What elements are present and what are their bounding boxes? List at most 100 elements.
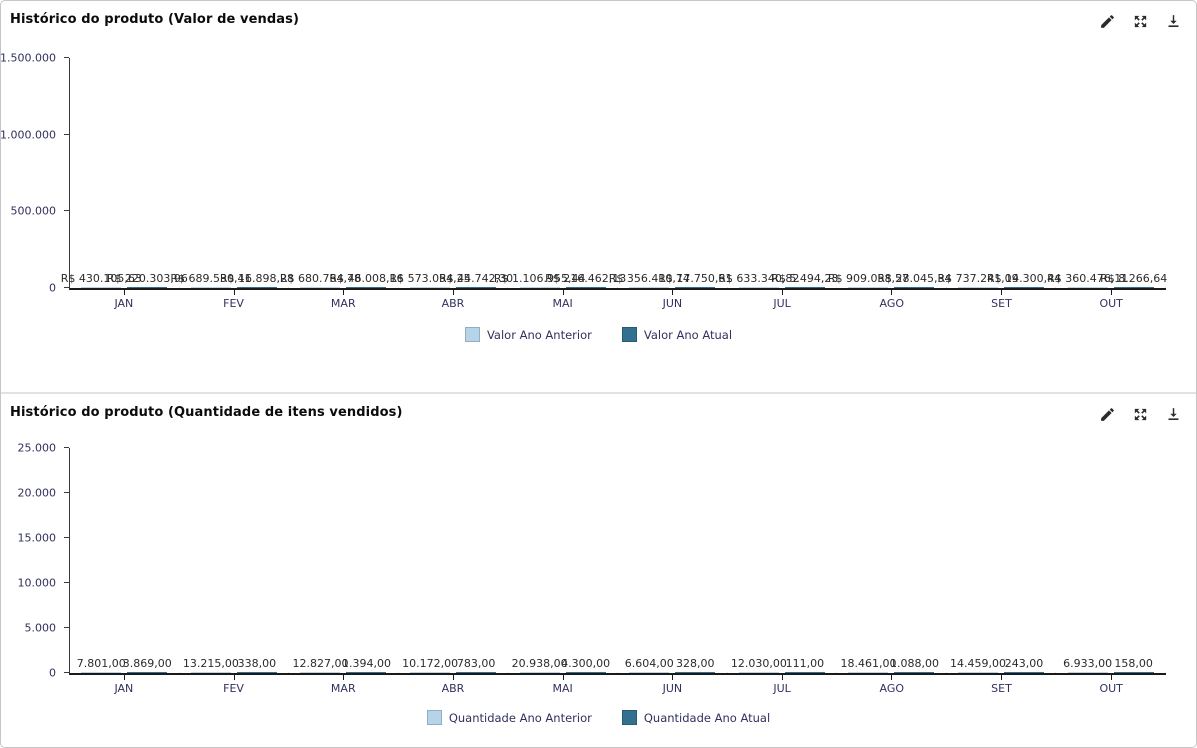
- y-axis: 0 5.000 10.000 15.000 20.000 25.000: [1, 442, 69, 680]
- bar-quantidade-ano-atual-fev[interactable]: 338,00: [236, 657, 277, 673]
- bar-valor-ano-anterior-abr[interactable]: R$ 573.054,25: [390, 272, 471, 288]
- category-band-abr: 10.172,00 783,00: [399, 657, 509, 680]
- edit-button[interactable]: [1099, 406, 1116, 423]
- download-button[interactable]: [1165, 406, 1182, 423]
- bar-quantidade-ano-anterior-set[interactable]: 14.459,00: [950, 657, 1006, 673]
- y-axis-tick-label: 5.000: [24, 621, 57, 635]
- panel-sales-value: Histórico do produto (Valor de vendas): [1, 1, 1196, 392]
- x-axis-label-jul: JUL: [773, 682, 791, 695]
- bar-value-label: 6.604,00: [624, 657, 674, 670]
- bar-value-label: 158,00: [1114, 657, 1153, 670]
- bar-valor-ano-anterior-out[interactable]: R$ 360.476,11: [1047, 272, 1128, 288]
- bar-quantidade-ano-anterior-ago[interactable]: 18.461,00: [840, 657, 896, 673]
- legend-item-valor-ano-atual[interactable]: Valor Ano Atual: [621, 327, 732, 342]
- edit-button[interactable]: [1099, 13, 1116, 30]
- maximize-button[interactable]: [1132, 406, 1149, 423]
- bar-valor-ano-atual-set[interactable]: R$ 14.300,44: [987, 272, 1061, 288]
- bar-quantidade-ano-atual-ago[interactable]: 1.088,00: [890, 657, 939, 673]
- bar-valor-ano-atual-ago[interactable]: R$ 28.045,34: [877, 272, 952, 288]
- legend-item-valor-ano-anterior[interactable]: Valor Ano Anterior: [464, 327, 592, 342]
- bar-value-label: R$ 44.742,30: [439, 272, 514, 285]
- panel-header: Histórico do produto (Quantidade de iten…: [1, 394, 1196, 440]
- x-axis-label-out: OUT: [1099, 682, 1123, 695]
- y-axis-tick-mark: [64, 672, 69, 673]
- bar-quantidade-ano-anterior-abr[interactable]: 10.172,00: [402, 657, 458, 673]
- bar-valor-ano-anterior-ago[interactable]: R$ 909.058,57: [828, 272, 909, 288]
- bar-value-label: R$ 220.303,96: [106, 272, 188, 285]
- maximize-icon: [1134, 15, 1147, 28]
- maximize-button[interactable]: [1132, 13, 1149, 30]
- y-axis-tick-label: 500.000: [10, 204, 57, 218]
- chart-title-sales-value: Histórico do produto (Valor de vendas): [10, 12, 300, 27]
- bar-valor-ano-atual-out[interactable]: R$ 8.266,64: [1100, 272, 1167, 288]
- bar-value-label: R$ 909.058,57: [827, 272, 910, 285]
- category-band-mar: 12.827,00 1.394,00: [289, 657, 399, 680]
- bar-valor-ano-atual-jul[interactable]: R$ 5.494,23: [771, 272, 838, 288]
- bar-value-label: 18.461,00: [840, 657, 897, 670]
- x-axis-label-out: OUT: [1099, 297, 1123, 310]
- category-band-jun: R$ 356.410,74 R$ 17.750,61: [609, 272, 732, 295]
- download-icon: [1168, 408, 1179, 421]
- chart-toolbar: [1099, 13, 1182, 30]
- bar-quantidade-ano-atual-mai[interactable]: 4.300,00: [561, 657, 610, 673]
- bar-valor-ano-atual-mar[interactable]: R$ 46.008,16: [329, 272, 404, 288]
- bar-quantidade-ano-atual-jan[interactable]: 3.869,00: [123, 657, 172, 673]
- bar-quantidade-ano-atual-abr[interactable]: 783,00: [456, 657, 497, 673]
- category-band-jan: R$ 430.105,63 R$ 220.303,96: [61, 272, 188, 295]
- bar-valor-ano-anterior-fev[interactable]: R$ 689.530,41: [170, 272, 251, 288]
- category-band-set: 14.459,00 243,00: [947, 657, 1057, 680]
- category-band-out: R$ 360.476,11 R$ 8.266,64: [1047, 272, 1167, 295]
- bar-valor-ano-anterior-mar[interactable]: R$ 680.764,78: [280, 272, 361, 288]
- download-button[interactable]: [1165, 13, 1182, 30]
- bar-quantidade-ano-atual-set[interactable]: 243,00: [1004, 657, 1045, 673]
- bar-value-label: 243,00: [1004, 657, 1044, 670]
- plot-area: 7.801,00 3.869,00 13.215,00 338,00 12.827,00…: [69, 448, 1166, 680]
- category-band-ago: 18.461,00 1.088,00: [837, 657, 947, 680]
- bar-valor-ano-anterior-mai[interactable]: R$ 1.106.955,44: [494, 272, 585, 288]
- legend-swatch: [464, 327, 480, 342]
- bar-value-label: 6.933,00: [1063, 657, 1113, 670]
- bar-valor-ano-atual-jun[interactable]: R$ 17.750,61: [658, 272, 732, 288]
- category-band-jul: R$ 633.340,82 R$ 5.494,23: [718, 272, 838, 295]
- y-axis: 0 500.000 1.000.000 1.500.000: [1, 52, 69, 295]
- bar-valor-ano-anterior-jan[interactable]: R$ 430.105,63: [61, 272, 142, 288]
- bar-valor-ano-atual-abr[interactable]: R$ 44.742,30: [439, 272, 513, 288]
- x-axis-label-jan: JAN: [114, 297, 134, 310]
- bar-value-label: R$ 1.106.955,44: [493, 272, 586, 285]
- legend-item-quantidade-ano-atual[interactable]: Quantidade Ano Atual: [621, 710, 770, 725]
- y-axis-tick-mark: [64, 133, 69, 135]
- bar-quantidade-ano-atual-out[interactable]: 158,00: [1113, 657, 1154, 673]
- bar-quantidade-ano-anterior-out[interactable]: 6.933,00: [1063, 657, 1112, 673]
- x-axis-label-fev: FEV: [223, 682, 244, 695]
- y-axis-tick-label: 1.500.000: [0, 51, 56, 65]
- x-axis-label-jul: JUL: [773, 297, 791, 310]
- bar-quantidade-ano-anterior-jan[interactable]: 7.801,00: [77, 657, 126, 673]
- bar-quantidade-ano-atual-jul[interactable]: 111,00: [784, 657, 825, 673]
- chart-toolbar: [1099, 406, 1182, 423]
- bar-quantidade-ano-atual-jun[interactable]: 328,00: [675, 657, 716, 673]
- bar-value-label: 7.801,00: [76, 657, 126, 670]
- bar-valor-ano-anterior-jun[interactable]: R$ 356.410,74: [609, 272, 690, 288]
- legend-item-quantidade-ano-anterior[interactable]: Quantidade Ano Anterior: [426, 710, 592, 725]
- bar-quantidade-ano-atual-mar[interactable]: 1.394,00: [342, 657, 391, 673]
- bar-valor-ano-atual-fev[interactable]: R$ 16.898,28: [220, 272, 294, 288]
- y-axis-tick-label: 20.000: [17, 486, 57, 500]
- bar-quantidade-ano-anterior-mai[interactable]: 20.938,00: [512, 657, 568, 673]
- bar-quantidade-ano-anterior-jun[interactable]: 6.604,00: [625, 657, 674, 673]
- category-band-fev: 13.215,00 338,00: [180, 657, 290, 680]
- bar-value-label: R$ 46.008,16: [329, 272, 404, 285]
- bar-quantidade-ano-anterior-fev[interactable]: 13.215,00: [183, 657, 239, 673]
- sales-value-chart: 0 500.000 1.000.000 1.500.000 R$ 430.105,63…: [1, 52, 1196, 295]
- bar-valor-ano-anterior-jul[interactable]: R$ 633.340,82: [718, 272, 799, 288]
- bar-valor-ano-atual-jan[interactable]: R$ 220.303,96: [107, 272, 188, 288]
- bar-valor-ano-atual-mai[interactable]: R$ 216.462,13: [545, 272, 626, 288]
- bar-value-label: 1.088,00: [889, 657, 939, 670]
- bar-quantidade-ano-anterior-jul[interactable]: 12.030,00: [731, 657, 787, 673]
- y-axis-tick-mark: [64, 447, 69, 448]
- bar-valor-ano-anterior-set[interactable]: R$ 737.241,09: [937, 272, 1019, 288]
- x-axis-label-jun: JUN: [662, 682, 683, 695]
- x-axis-label-abr: ABR: [441, 682, 465, 695]
- y-axis-tick-mark: [64, 287, 69, 288]
- bar-quantidade-ano-anterior-mar[interactable]: 12.827,00: [292, 657, 348, 673]
- download-icon: [1168, 15, 1179, 28]
